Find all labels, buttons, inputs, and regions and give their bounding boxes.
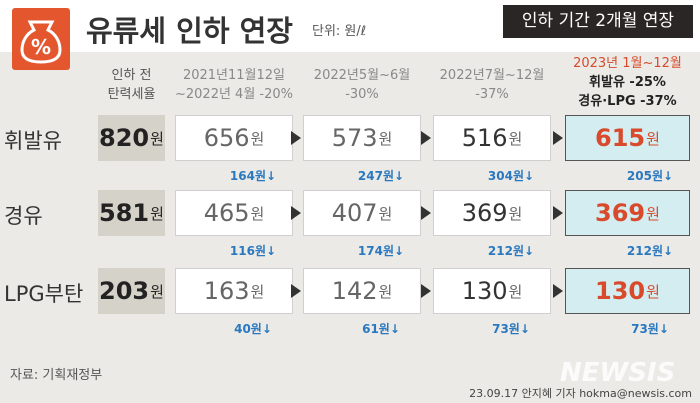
column-header: 2022년7월~12월 -37% — [413, 66, 571, 104]
arrow — [291, 206, 301, 220]
unit: 원 — [150, 282, 164, 301]
value: 465 — [203, 199, 250, 227]
reduction: 247원↓ — [357, 169, 405, 183]
arrow — [291, 131, 301, 145]
unit: 원 — [150, 204, 164, 223]
icon-glyph: % — [20, 20, 62, 64]
arrow — [421, 206, 431, 220]
column-header-line: 휘발유 -25% — [589, 75, 666, 90]
reduction: 212원↓ — [626, 244, 674, 258]
value-cell: 130 원 — [433, 268, 551, 314]
value: 130 — [595, 277, 646, 305]
unit: 원 — [646, 129, 660, 148]
value: 203 — [99, 277, 150, 305]
value-cell: 130 원 — [565, 268, 690, 314]
unit: 원 — [508, 282, 523, 301]
value-cell: 581 원 — [98, 190, 165, 236]
row-label: 경유 — [4, 204, 43, 228]
value: 369 — [595, 199, 646, 227]
value: 581 — [99, 199, 150, 227]
watermark: NEWSIS — [560, 358, 676, 388]
column-header-line: -30% — [345, 87, 379, 102]
value-cell: 369 원 — [433, 190, 551, 236]
unit: 원 — [250, 282, 265, 301]
reduction: 116원↓ — [229, 244, 277, 258]
unit: 원 — [250, 129, 265, 148]
value: 407 — [331, 199, 378, 227]
unit: 원 — [508, 204, 523, 223]
column-header-line: 인하 전 — [111, 68, 152, 83]
arrow — [553, 206, 563, 220]
value-cell: 465 원 — [175, 190, 293, 236]
value: 142 — [331, 277, 378, 305]
column-header-line: 2022년7월~12월 — [439, 68, 545, 83]
unit: 원 — [646, 204, 660, 223]
unit-note: 단위: 원/ℓ — [312, 24, 367, 39]
badge: 인하 기간 2개월 연장 — [503, 5, 693, 38]
value-cell: 573 원 — [303, 115, 421, 161]
title: 유류세 인하 연장 — [86, 14, 293, 48]
column-header-line: 탄력세율 — [107, 87, 156, 102]
column-header-line: 2021년11월12일 — [182, 68, 286, 83]
value-cell: 820 원 — [98, 115, 165, 161]
unit: 원 — [378, 129, 393, 148]
svg-text:%: % — [31, 35, 51, 59]
value-cell: 656 원 — [175, 115, 293, 161]
column-header-line: 2023년 1월~12월 — [573, 56, 682, 71]
unit: 원 — [646, 282, 660, 301]
unit: 원 — [378, 204, 393, 223]
arrow — [291, 284, 301, 298]
value: 516 — [461, 124, 508, 152]
credit: 23.09.17 안지혜 기자 hokma@newsis.com — [469, 387, 692, 400]
icon: % — [12, 8, 70, 70]
column-header: 2021년11월12일 ~2022년 4월 -20% — [155, 66, 313, 104]
reduction: 61원↓ — [362, 322, 400, 336]
value: 573 — [331, 124, 378, 152]
value: 656 — [203, 124, 250, 152]
column-header-line: 경유·LPG -37% — [578, 94, 677, 109]
reduction: 40원↓ — [234, 322, 272, 336]
reduction: 73원↓ — [631, 322, 669, 336]
row-label: 휘발유 — [4, 129, 62, 153]
column-header-line: ~2022년 4월 -20% — [174, 87, 294, 102]
arrow — [421, 131, 431, 145]
value: 369 — [461, 199, 508, 227]
value-cell: 407 원 — [303, 190, 421, 236]
unit: 원 — [150, 129, 164, 148]
unit: 원 — [508, 129, 523, 148]
value-cell: 615 원 — [565, 115, 690, 161]
row-label: LPG부탄 — [4, 282, 84, 306]
value: 163 — [203, 277, 250, 305]
unit: 원 — [250, 204, 265, 223]
value-cell: 369 원 — [565, 190, 690, 236]
reduction: 164원↓ — [229, 169, 277, 183]
column-header: 2022년5월~6월 -30% — [283, 66, 441, 104]
value: 130 — [461, 277, 508, 305]
arrow — [553, 284, 563, 298]
unit: 원 — [378, 282, 393, 301]
reduction: 205원↓ — [626, 169, 674, 183]
reduction: 73원↓ — [492, 322, 530, 336]
arrow — [421, 284, 431, 298]
reduction: 174원↓ — [357, 244, 405, 258]
value-cell: 516 원 — [433, 115, 551, 161]
reduction: 304원↓ — [487, 169, 535, 183]
value-cell: 163 원 — [175, 268, 293, 314]
source: 자료: 기획재정부 — [10, 368, 103, 383]
value: 820 — [99, 124, 150, 152]
arrow — [553, 131, 563, 145]
column-header-line: -37% — [475, 87, 509, 102]
value-cell: 142 원 — [303, 268, 421, 314]
column-header-line: 2022년5월~6월 — [313, 68, 411, 83]
reduction: 212원↓ — [487, 244, 535, 258]
value: 615 — [595, 124, 646, 152]
value-cell: 203 원 — [98, 268, 165, 314]
